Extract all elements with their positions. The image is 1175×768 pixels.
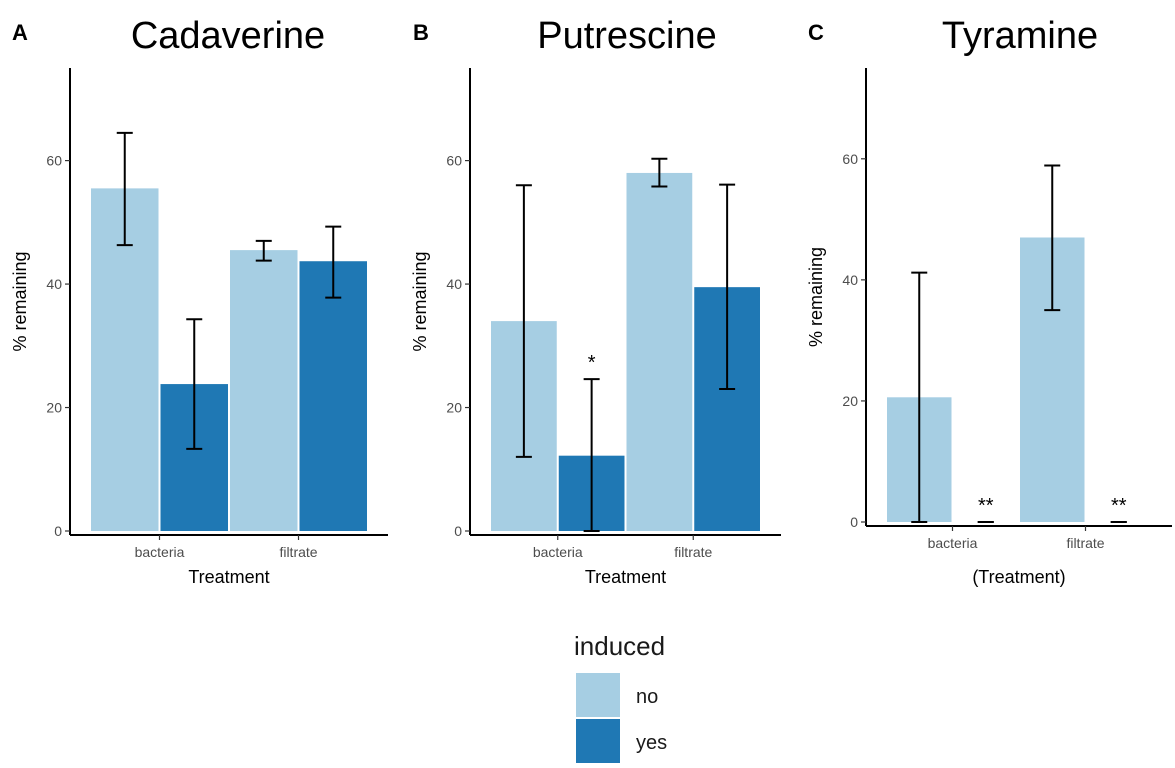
x-axis-title: (Treatment): [972, 567, 1065, 587]
significance-mark: **: [1111, 495, 1127, 517]
legend-swatch-yes: [576, 719, 620, 763]
y-tick-label: 60: [46, 153, 62, 169]
bar-no-filtrate: [626, 172, 693, 532]
chart-title: Cadaverine: [131, 15, 325, 57]
y-tick-label: 20: [446, 400, 462, 416]
legend-swatch-no: [576, 673, 620, 717]
y-tick-label: 0: [850, 514, 858, 530]
x-axis-title: Treatment: [188, 567, 269, 587]
y-axis-title: % remaining: [806, 247, 826, 347]
y-tick-label: 40: [446, 276, 462, 292]
y-tick-label: 0: [54, 523, 62, 539]
bar-yes-filtrate: [299, 261, 367, 531]
y-tick-label: 40: [842, 272, 858, 288]
legend-title: induced: [574, 631, 665, 661]
x-tick-label: bacteria: [533, 544, 583, 560]
y-axis-title: % remaining: [10, 251, 30, 351]
significance-mark: **: [978, 495, 994, 517]
x-tick-label: filtrate: [1066, 535, 1104, 551]
y-tick-label: 40: [46, 276, 62, 292]
x-tick-label: filtrate: [279, 544, 317, 560]
chart-title: Tyramine: [942, 15, 1098, 57]
y-tick-label: 20: [46, 400, 62, 416]
y-tick-label: 20: [842, 393, 858, 409]
legend-label-yes: yes: [636, 732, 667, 754]
x-axis-title: Treatment: [585, 567, 666, 587]
panel-letter: A: [12, 20, 28, 45]
legend: induced no yes: [574, 631, 667, 763]
y-tick-label: 0: [454, 523, 462, 539]
y-tick-label: 60: [446, 153, 462, 169]
chart-title: Putrescine: [537, 15, 717, 57]
significance-mark: *: [588, 352, 596, 374]
x-tick-label: bacteria: [928, 535, 978, 551]
y-tick-label: 60: [842, 151, 858, 167]
x-tick-label: filtrate: [674, 544, 712, 560]
panel-b: B Putrescine 0 20 40 60 % remaining bacteria * fi…: [410, 15, 781, 587]
panel-c: C Tyramine 0 20 40 60 % remaining bacteria ** fil…: [806, 15, 1172, 587]
panel-letter: B: [413, 20, 429, 45]
x-tick-label: bacteria: [135, 544, 185, 560]
chart-panels: A Cadaverine 0 20 40 60 % remaining bacteria fil…: [10, 15, 1172, 587]
panel-a: A Cadaverine 0 20 40 60 % remaining bacteria fil…: [10, 15, 388, 587]
panel-letter: C: [808, 20, 824, 45]
legend-label-no: no: [636, 686, 658, 708]
bar-no-filtrate: [230, 250, 298, 531]
y-axis-title: % remaining: [410, 251, 430, 351]
